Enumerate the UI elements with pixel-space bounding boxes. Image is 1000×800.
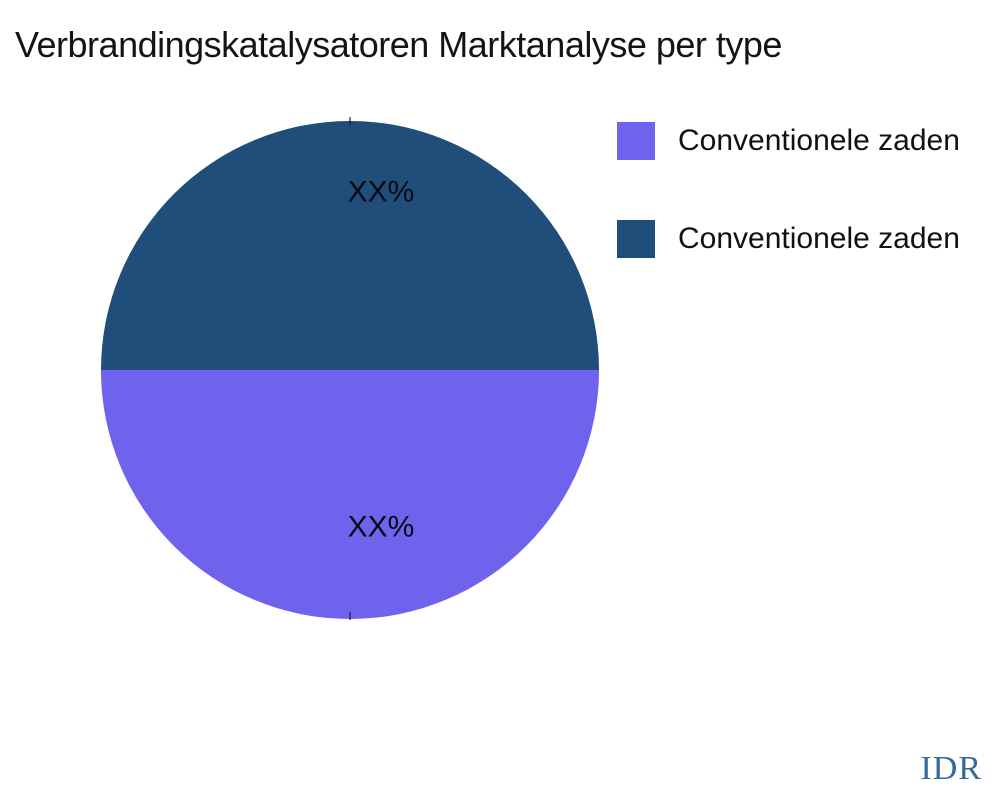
legend: Conventionele zaden Conventionele zaden [617, 122, 960, 318]
pie-slices-group: XX% XX% [101, 121, 599, 619]
legend-swatch-purple [617, 122, 655, 160]
chart-title: Verbrandingskatalysatoren Marktanalyse p… [15, 24, 782, 65]
pie-slice [101, 370, 599, 619]
watermark-idr: IDR [920, 750, 982, 787]
pie-slice-label: XX% [348, 176, 415, 209]
legend-swatch-darkblue [617, 220, 655, 258]
pie-slice-label: XX% [348, 511, 415, 544]
legend-label: Conventionele zaden [678, 124, 960, 157]
legend-item: Conventionele zaden [617, 220, 960, 258]
pie-slice [101, 121, 599, 370]
legend-item: Conventionele zaden [617, 122, 960, 160]
legend-label: Conventionele zaden [678, 222, 960, 255]
